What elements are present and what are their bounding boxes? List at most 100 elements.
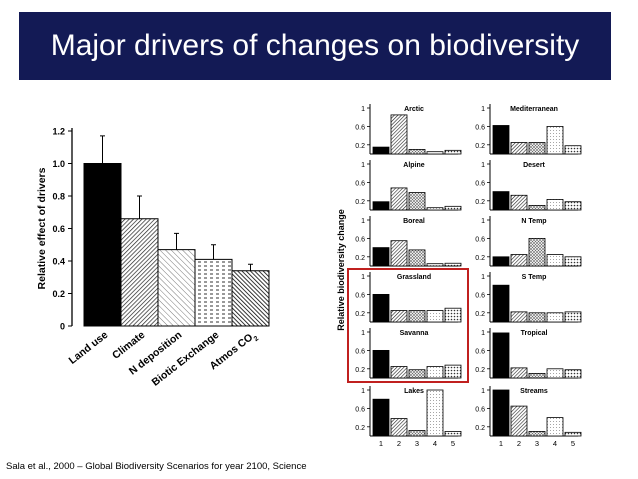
slide-title: Major drivers of changes on biodiversity xyxy=(50,29,580,62)
panel-tropical: 0.2 0.6 1 Tropical xyxy=(475,328,582,379)
panel-bar-1 xyxy=(492,284,510,323)
y-tick-label: 0 xyxy=(60,322,65,332)
panel-alpine: 0.2 0.6 1 Alpine xyxy=(355,160,462,211)
panel-y-tick-label: 1 xyxy=(481,274,485,281)
panel-y-tick-label: 0.2 xyxy=(355,255,365,262)
panel-bar-2 xyxy=(510,405,528,437)
panel-y-tick-label: 1 xyxy=(481,218,485,225)
panel-title: Lakes xyxy=(404,388,424,395)
panel-bar-4 xyxy=(546,254,564,267)
panel-lakes: 0.2 0.6 1 Lakes 1 2 3 4 5 xyxy=(355,386,462,448)
panel-arctic: 0.2 0.6 1 Arctic xyxy=(355,104,462,155)
panel-title: Mediterranean xyxy=(510,106,558,113)
panel-y-tick-label: 0.2 xyxy=(355,367,365,374)
panel-bar-2 xyxy=(510,142,528,155)
panel-bar-4 xyxy=(546,312,564,323)
panel-y-tick-label: 1 xyxy=(361,388,365,395)
y-tick-label: 0.2 xyxy=(52,289,65,299)
panel-bar-2 xyxy=(510,194,528,211)
panel-desert: 0.2 0.6 1 Desert xyxy=(475,160,582,211)
panel-title: Alpine xyxy=(403,162,424,169)
panel-y-tick-label: 1 xyxy=(361,330,365,337)
panel-bar-1 xyxy=(372,398,390,437)
panel-bar-1 xyxy=(492,332,510,379)
panel-y-tick-label: 0.2 xyxy=(475,367,485,374)
right-y-axis-title: Relative biodiversity change xyxy=(336,209,346,331)
panel-title: S Temp xyxy=(522,274,547,281)
x-tick-label: Biotic Exchange xyxy=(150,329,222,389)
panel-bar-2 xyxy=(390,310,408,323)
panel-bar-3 xyxy=(528,312,546,323)
panel-bar-3 xyxy=(408,310,426,323)
panel-bar-2 xyxy=(390,366,408,379)
panel-y-tick-label: 0.6 xyxy=(475,406,485,413)
panel-y-tick-label: 0.2 xyxy=(475,199,485,206)
panel-bar-2 xyxy=(510,254,528,267)
panel-bar-3 xyxy=(528,372,546,379)
panel-bar-2 xyxy=(510,367,528,379)
panel-bar-5 xyxy=(564,311,582,323)
panel-bar-1 xyxy=(372,349,390,379)
panel-bar-5 xyxy=(444,149,462,155)
panel-title: Arctic xyxy=(404,106,424,113)
panel-bar-3 xyxy=(408,249,426,267)
panel-y-tick-label: 0.6 xyxy=(355,124,365,131)
panel-bar-1 xyxy=(372,146,390,155)
bar-3 xyxy=(157,249,196,327)
panel-mediterranean: 0.2 0.6 1 Mediterranean xyxy=(475,104,582,155)
panel-boreal: 0.2 0.6 1 Boreal xyxy=(355,216,462,267)
panel-bar-5 xyxy=(564,369,582,379)
panel-y-tick-label: 0.2 xyxy=(355,199,365,206)
panel-y-tick-label: 1 xyxy=(361,274,365,281)
panel-y-tick-label: 0.6 xyxy=(355,406,365,413)
panel-bar-5 xyxy=(564,256,582,267)
panel-bar-4 xyxy=(426,151,444,155)
panel-bar-3 xyxy=(528,204,546,211)
panel-x-tick-label: 3 xyxy=(415,439,419,448)
panel-y-tick-label: 0.2 xyxy=(475,311,485,318)
panel-y-tick-label: 1 xyxy=(481,106,485,113)
panel-bar-5 xyxy=(444,307,462,323)
panel-x-tick-label: 5 xyxy=(571,439,575,448)
panel-y-tick-label: 0.2 xyxy=(355,143,365,150)
panel-bar-4 xyxy=(426,389,444,437)
panel-x-tick-label: 2 xyxy=(397,439,401,448)
panel-y-tick-label: 1 xyxy=(361,106,365,113)
panel-title: Boreal xyxy=(403,218,425,225)
panel-bar-3 xyxy=(528,237,546,267)
panel-bar-1 xyxy=(492,389,510,437)
panel-y-tick-label: 0.6 xyxy=(475,124,485,131)
panel-y-tick-label: 0.6 xyxy=(355,292,365,299)
bar-2 xyxy=(120,218,159,327)
panel-title: Tropical xyxy=(521,330,548,337)
panel-x-tick-label: 4 xyxy=(553,439,557,448)
panel-bar-4 xyxy=(426,310,444,323)
panel-bar-4 xyxy=(546,368,564,379)
panel-y-tick-label: 0.6 xyxy=(475,236,485,243)
panel-x-tick-label: 2 xyxy=(517,439,521,448)
panel-x-tick-label: 3 xyxy=(535,439,539,448)
panel-bar-5 xyxy=(564,145,582,155)
panel-y-tick-label: 0.6 xyxy=(355,180,365,187)
panel-y-tick-label: 0.2 xyxy=(475,143,485,150)
title-bar: Major drivers of changes on biodiversity xyxy=(19,12,611,80)
panel-bar-2 xyxy=(390,114,408,155)
panel-y-tick-label: 0.6 xyxy=(475,348,485,355)
panel-savanna: 0.2 0.6 1 Savanna xyxy=(355,328,462,379)
panel-bar-5 xyxy=(444,430,462,437)
panel-y-tick-label: 1 xyxy=(481,330,485,337)
panel-x-tick-label: 1 xyxy=(499,439,503,448)
panel-y-tick-label: 1 xyxy=(481,162,485,169)
panel-y-tick-label: 0.2 xyxy=(355,311,365,318)
bar-1 xyxy=(83,163,122,327)
panel-y-tick-label: 0.6 xyxy=(475,292,485,299)
panel-y-tick-label: 1 xyxy=(361,162,365,169)
panel-n-temp: 0.2 0.6 1 N Temp xyxy=(475,216,582,267)
panel-y-tick-label: 0.6 xyxy=(355,236,365,243)
highlight-box xyxy=(347,268,469,383)
panel-bar-4 xyxy=(426,366,444,379)
panel-bar-2 xyxy=(390,240,408,267)
panel-bar-1 xyxy=(372,247,390,267)
bar-5 xyxy=(231,270,270,327)
